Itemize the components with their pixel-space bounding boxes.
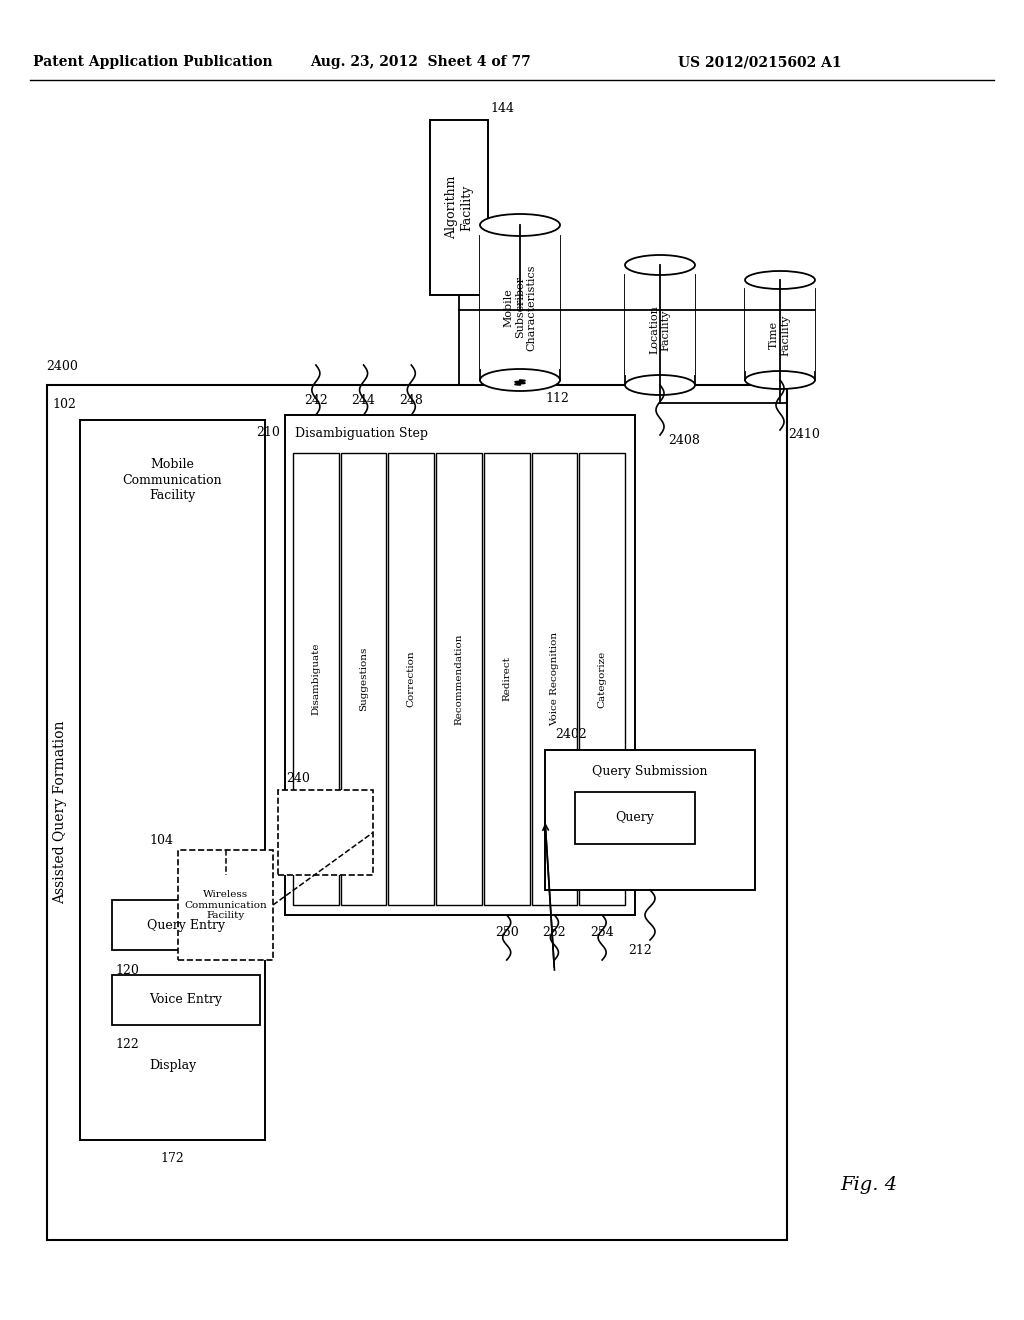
Bar: [480, 224, 560, 370]
Text: Query Entry: Query Entry: [146, 919, 225, 932]
Text: 244: 244: [351, 393, 376, 407]
Text: Disambiguation Step: Disambiguation Step: [295, 426, 428, 440]
Bar: [388, 453, 434, 906]
Text: 144: 144: [490, 102, 514, 115]
Bar: [278, 789, 373, 875]
Bar: [293, 453, 339, 906]
Text: Aug. 23, 2012  Sheet 4 of 77: Aug. 23, 2012 Sheet 4 of 77: [309, 55, 530, 69]
Text: 210: 210: [256, 426, 280, 440]
Bar: [47, 385, 787, 1239]
Text: Mobile
Communication
Facility: Mobile Communication Facility: [123, 458, 222, 502]
Text: Suggestions: Suggestions: [359, 647, 368, 711]
Bar: [745, 280, 815, 371]
Text: 2402: 2402: [555, 729, 587, 742]
Text: Voice Entry: Voice Entry: [150, 994, 222, 1006]
Bar: [531, 453, 578, 906]
Ellipse shape: [745, 271, 815, 289]
Text: 212: 212: [628, 944, 652, 957]
Bar: [580, 453, 625, 906]
Text: 248: 248: [399, 393, 423, 407]
Text: 240: 240: [286, 771, 310, 784]
Text: 252: 252: [543, 927, 566, 940]
Text: Mobile
Subscriber
Characteristics: Mobile Subscriber Characteristics: [504, 264, 537, 351]
Bar: [285, 414, 635, 915]
Bar: [436, 453, 482, 906]
Bar: [178, 850, 273, 960]
Bar: [430, 120, 488, 294]
Text: 2408: 2408: [668, 433, 699, 446]
Ellipse shape: [625, 255, 695, 275]
Text: Query: Query: [615, 812, 654, 825]
Text: 250: 250: [495, 927, 518, 940]
Text: Correction: Correction: [407, 651, 416, 708]
Text: Wireless
Communication
Facility: Wireless Communication Facility: [184, 890, 267, 920]
Text: 254: 254: [590, 927, 614, 940]
Text: Location
Facility: Location Facility: [649, 305, 671, 355]
Bar: [484, 453, 529, 906]
Text: Redirect: Redirect: [502, 656, 511, 701]
Bar: [341, 453, 386, 906]
Ellipse shape: [745, 371, 815, 389]
Text: 242: 242: [304, 393, 328, 407]
Text: Query Submission: Query Submission: [592, 766, 708, 779]
Text: Patent Application Publication: Patent Application Publication: [33, 55, 272, 69]
Bar: [575, 792, 695, 843]
Text: Time
Facility: Time Facility: [769, 314, 791, 355]
Text: Voice Recognition: Voice Recognition: [550, 632, 559, 726]
Bar: [112, 975, 260, 1026]
Text: 112: 112: [545, 392, 569, 404]
Text: 120: 120: [115, 964, 139, 977]
Text: Categorize: Categorize: [598, 651, 606, 708]
Text: Algorithm
Facility: Algorithm Facility: [445, 176, 473, 239]
Text: 2400: 2400: [46, 360, 78, 374]
Bar: [112, 900, 260, 950]
Bar: [80, 420, 265, 1140]
Text: Assisted Query Formation: Assisted Query Formation: [53, 721, 67, 904]
Ellipse shape: [625, 375, 695, 395]
Text: 102: 102: [52, 399, 76, 412]
Ellipse shape: [480, 214, 560, 236]
Text: 122: 122: [115, 1039, 139, 1052]
Text: Disambiguate: Disambiguate: [311, 643, 321, 715]
Text: Recommendation: Recommendation: [455, 634, 464, 725]
Text: US 2012/0215602 A1: US 2012/0215602 A1: [678, 55, 842, 69]
Text: 2410: 2410: [788, 429, 820, 441]
Ellipse shape: [480, 370, 560, 391]
Bar: [545, 750, 755, 890]
Text: Fig. 4: Fig. 4: [840, 1176, 897, 1195]
Text: 172: 172: [161, 1151, 184, 1164]
Text: 104: 104: [150, 833, 173, 846]
Text: Display: Display: [148, 1059, 197, 1072]
Bar: [625, 265, 695, 375]
